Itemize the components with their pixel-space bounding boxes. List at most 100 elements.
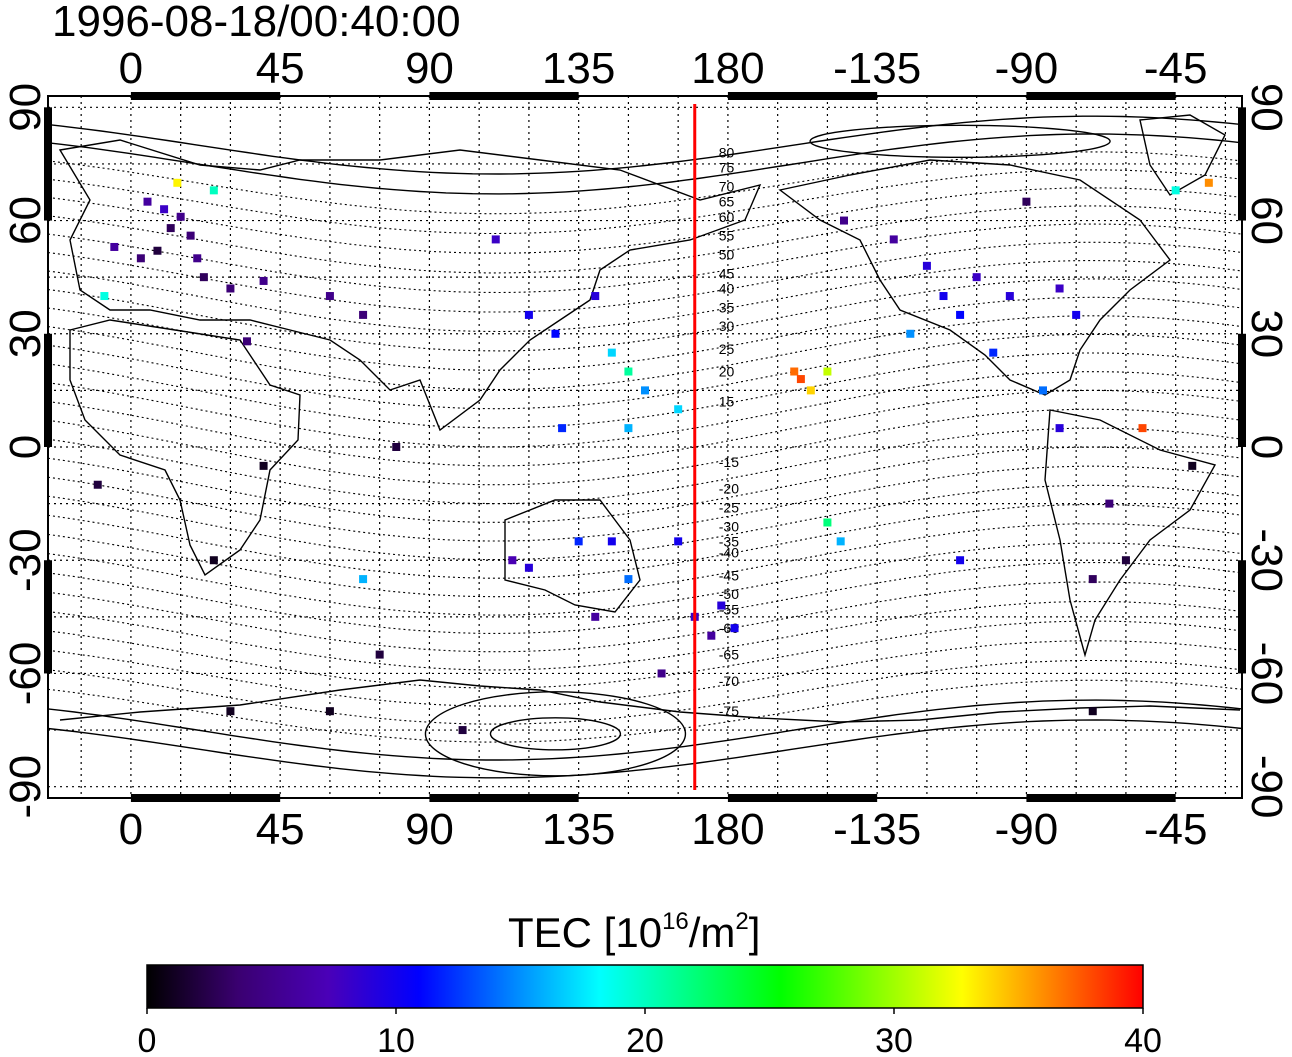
tec-cell — [226, 284, 235, 293]
tec-cell — [226, 707, 235, 716]
y-tick-label-right: -60 — [1242, 642, 1291, 706]
tec-cell — [508, 556, 517, 565]
tec-cell — [100, 292, 109, 301]
contour-label: -25 — [719, 499, 739, 515]
x-tick-label-bottom: -90 — [995, 805, 1059, 854]
timestamp-title: 1996-08-18/00:40:00 — [52, 0, 461, 46]
contour-line — [47, 333, 1243, 410]
tec-cell — [1138, 424, 1147, 433]
tec-cell — [1204, 178, 1213, 187]
x-tick-label-top: 90 — [405, 44, 454, 93]
contour-label: 55 — [719, 228, 735, 244]
contour-label: 20 — [719, 364, 735, 380]
contour-label: 40 — [719, 280, 735, 296]
colorbar-tick-label: 20 — [626, 1022, 664, 1057]
y-tick-label-left: 0 — [1, 435, 50, 459]
x-tick-label-bottom: 45 — [256, 805, 305, 854]
contour-label: 15 — [719, 394, 735, 410]
x-tick-labels-top: 0 45 90 135 180 -135 -90 -45 — [119, 44, 1208, 93]
contour-line — [47, 296, 1243, 371]
contour-label: -35 — [719, 533, 739, 549]
map-panel: 8075706560555045403530252015-15-20-25-30… — [1, 44, 1291, 854]
tec-cell — [176, 212, 185, 221]
contour-line — [47, 205, 1243, 274]
tec-cell — [173, 178, 182, 187]
contour-line — [47, 315, 1243, 391]
tec-cell — [359, 310, 368, 319]
tec-cell — [359, 575, 368, 584]
contour-line — [47, 719, 1243, 779]
tec-cell — [1005, 292, 1014, 301]
tec-cell — [956, 556, 965, 565]
tec-cell — [491, 235, 500, 244]
coast-south-america — [1044, 409, 1217, 658]
contour-label: 45 — [719, 265, 735, 281]
tec-cell — [730, 624, 739, 633]
contour-line — [47, 640, 1243, 707]
colorbar-tick-labels: 0 10 20 30 40 — [138, 1008, 1162, 1057]
tec-cell — [707, 631, 716, 640]
contour-line — [47, 446, 1243, 523]
tec-cell — [823, 518, 832, 527]
tec-cell — [259, 276, 268, 285]
tec-cell — [624, 424, 633, 433]
tec-cell — [657, 669, 666, 678]
contour-line — [47, 620, 1243, 689]
tec-cell — [143, 197, 152, 206]
x-tick-label-top: 45 — [256, 44, 305, 93]
contour-line — [47, 241, 1243, 313]
contour-line — [47, 679, 1243, 743]
tec-cell — [956, 310, 965, 319]
tec-cell — [186, 231, 195, 240]
x-tick-label-top: -135 — [833, 44, 921, 93]
tec-cell — [243, 337, 251, 346]
contour-line — [47, 484, 1243, 561]
frame-bar-right — [1238, 107, 1246, 221]
tec-cell — [110, 242, 119, 251]
contour-line — [47, 278, 1243, 352]
contour-label: 25 — [719, 341, 735, 357]
frame-bar-bottom — [429, 794, 579, 802]
contour-line — [47, 169, 1243, 235]
tec-observations — [93, 178, 1213, 735]
contour-label: -50 — [719, 586, 739, 602]
tec-cell — [558, 424, 567, 433]
tec-cell — [823, 367, 832, 376]
contour-label: 80 — [719, 145, 735, 161]
contour-label: 30 — [719, 318, 735, 334]
tec-cell — [524, 563, 533, 572]
tec-cell — [524, 310, 533, 319]
y-tick-label-left: -60 — [1, 642, 50, 706]
y-tick-label-right: 90 — [1242, 83, 1291, 132]
y-tick-label-right: -90 — [1242, 755, 1291, 819]
contour-line — [47, 115, 1243, 175]
x-tick-label-bottom: -135 — [833, 805, 921, 854]
colorbar-title-exp2: 2 — [735, 908, 748, 935]
contour-line — [47, 223, 1243, 294]
colorbar-tick-label: 30 — [875, 1022, 913, 1057]
x-tick-label-top: 0 — [119, 44, 143, 93]
contour-line — [47, 561, 1243, 634]
frame-bar-top — [1026, 92, 1176, 100]
tec-cell — [325, 707, 334, 716]
contour-line — [47, 260, 1243, 333]
tec-cell — [325, 292, 334, 301]
coast-north-america — [778, 159, 1171, 396]
x-tick-label-bottom: -45 — [1144, 805, 1208, 854]
contour-label: 75 — [719, 160, 735, 176]
tec-cell — [790, 367, 799, 376]
contour-label: -45 — [719, 567, 739, 583]
tec-cell — [624, 575, 633, 584]
tec-cell — [1105, 499, 1114, 508]
coast-africa — [69, 319, 301, 577]
x-tick-label-top: 180 — [691, 44, 764, 93]
contour-line — [47, 465, 1243, 542]
y-tick-label-left: 30 — [1, 309, 50, 358]
tec-cell — [209, 556, 218, 565]
tec-cell — [1088, 575, 1097, 584]
contour-line — [47, 187, 1243, 254]
y-tick-labels-left: 90 60 30 0 -30 -60 -90 — [1, 83, 50, 819]
tec-cell — [166, 224, 175, 233]
tec-cell — [1088, 707, 1097, 716]
